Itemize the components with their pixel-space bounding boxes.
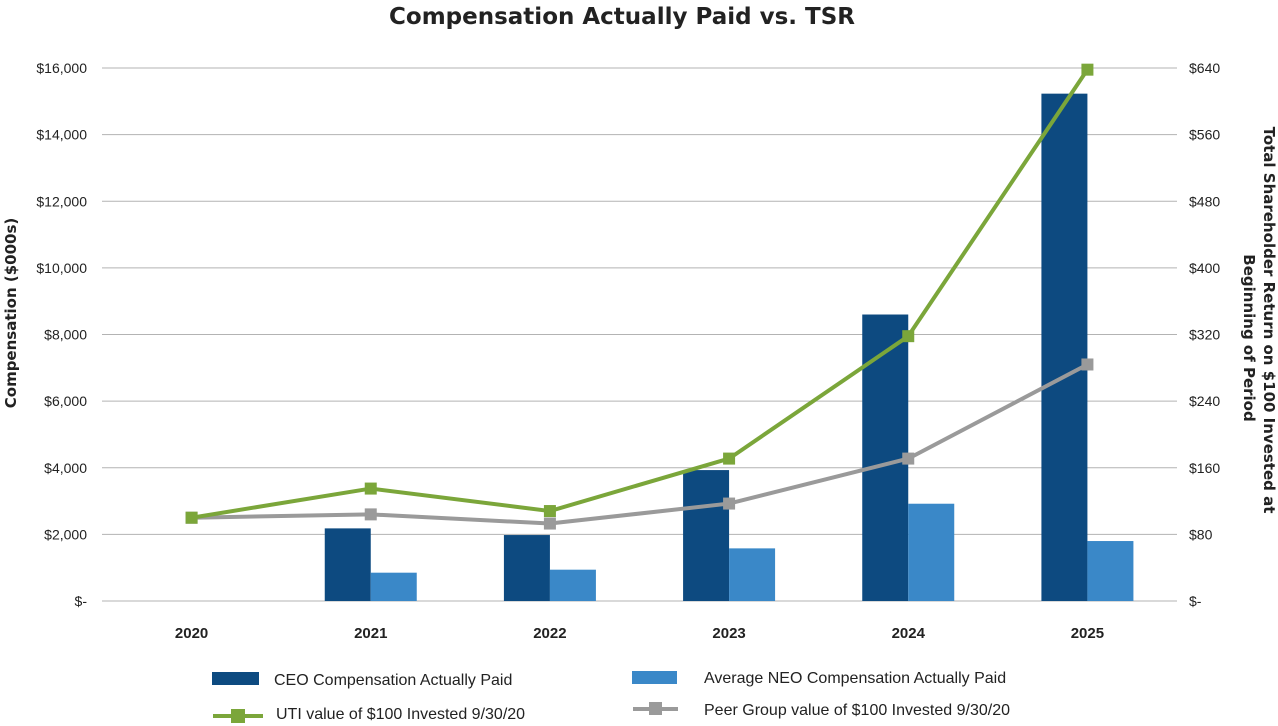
uti-point-2023 <box>723 452 736 465</box>
gridlines <box>102 67 1177 602</box>
right-tick-label: $640 <box>1189 60 1220 76</box>
right-axis-ticks: $- $80 $160 $240 $320 $400 $480 $560 $640 <box>1189 60 1220 609</box>
peer-point-2022 <box>543 517 556 530</box>
left-tick-label: $6,000 <box>44 393 87 409</box>
peer-point-2021 <box>364 508 377 521</box>
ceo-bar-2023 <box>683 470 730 601</box>
legend-marker-uti <box>231 709 245 723</box>
left-axis-ticks: $- $2,000 $4,000 $6,000 $8,000 $10,000 $12,000… <box>36 60 87 609</box>
right-axis-title-line2: Beginning of Period <box>1240 254 1258 421</box>
right-tick-label: $560 <box>1189 127 1220 143</box>
ceo-bar-2024 <box>862 314 909 601</box>
right-tick-label: $320 <box>1189 327 1220 343</box>
legend-swatch-neo <box>632 671 677 684</box>
peer-point-2024 <box>902 452 915 465</box>
peer-point-2023 <box>723 497 736 510</box>
legend-label-peer: Peer Group value of $100 Invested 9/30/2… <box>704 702 1010 719</box>
legend-label-ceo: CEO Compensation Actually Paid <box>274 672 512 689</box>
left-tick-label: $12,000 <box>36 193 87 209</box>
x-tick-label: 2022 <box>533 625 566 642</box>
left-tick-label: $14,000 <box>36 127 87 143</box>
right-axis-title-line1: Total Shareholder Return on $100 Investe… <box>1260 127 1278 514</box>
left-tick-label: $8,000 <box>44 327 87 343</box>
ceo-bar-2021 <box>324 528 371 601</box>
neo-bar-2021 <box>370 572 417 601</box>
x-tick-label: 2024 <box>892 625 926 642</box>
right-tick-label: $480 <box>1189 193 1220 209</box>
right-tick-label: $80 <box>1189 526 1213 542</box>
legend-label-neo: Average NEO Compensation Actually Paid <box>704 670 1006 687</box>
x-tick-label: 2020 <box>175 625 208 642</box>
left-tick-label: $4,000 <box>44 460 87 476</box>
ceo-bar-2025 <box>1041 93 1088 601</box>
x-tick-label: 2021 <box>354 625 387 642</box>
legend-marker-peer <box>649 702 662 715</box>
bars <box>324 93 1134 601</box>
right-tick-label: $240 <box>1189 393 1220 409</box>
legend-label-uti: UTI value of $100 Invested 9/30/20 <box>276 706 525 723</box>
legend: CEO Compensation Actually Paid Average N… <box>212 670 1010 723</box>
right-tick-label: $160 <box>1189 460 1220 476</box>
lines <box>185 63 1094 530</box>
uti-line <box>191 68 1090 520</box>
right-tick-label: $- <box>1189 593 1202 609</box>
uti-point-2020 <box>185 511 198 524</box>
left-tick-label: $10,000 <box>36 260 87 276</box>
peer-line <box>191 362 1089 526</box>
x-tick-label: 2023 <box>712 625 745 642</box>
peer-point-2025 <box>1081 358 1094 371</box>
x-tick-label: 2025 <box>1071 625 1104 642</box>
uti-point-2022 <box>543 505 556 518</box>
neo-bar-2025 <box>1087 541 1134 601</box>
uti-point-2021 <box>364 482 377 495</box>
left-tick-label: $- <box>75 593 88 609</box>
left-tick-label: $2,000 <box>44 526 87 542</box>
neo-bar-2022 <box>549 569 596 601</box>
neo-bar-2023 <box>729 548 776 601</box>
uti-point-2024 <box>902 330 915 343</box>
left-tick-label: $16,000 <box>36 60 87 76</box>
chart-title: Compensation Actually Paid vs. TSR <box>389 4 855 30</box>
right-tick-label: $400 <box>1189 260 1220 276</box>
legend-swatch-ceo <box>212 672 259 685</box>
uti-point-2025 <box>1081 63 1094 76</box>
left-axis-title: Compensation ($000s) <box>2 218 20 409</box>
neo-bar-2024 <box>908 503 955 601</box>
x-axis-ticks: 2020 2021 2022 2023 2024 2025 <box>175 625 1104 642</box>
ceo-bar-2022 <box>503 535 550 601</box>
